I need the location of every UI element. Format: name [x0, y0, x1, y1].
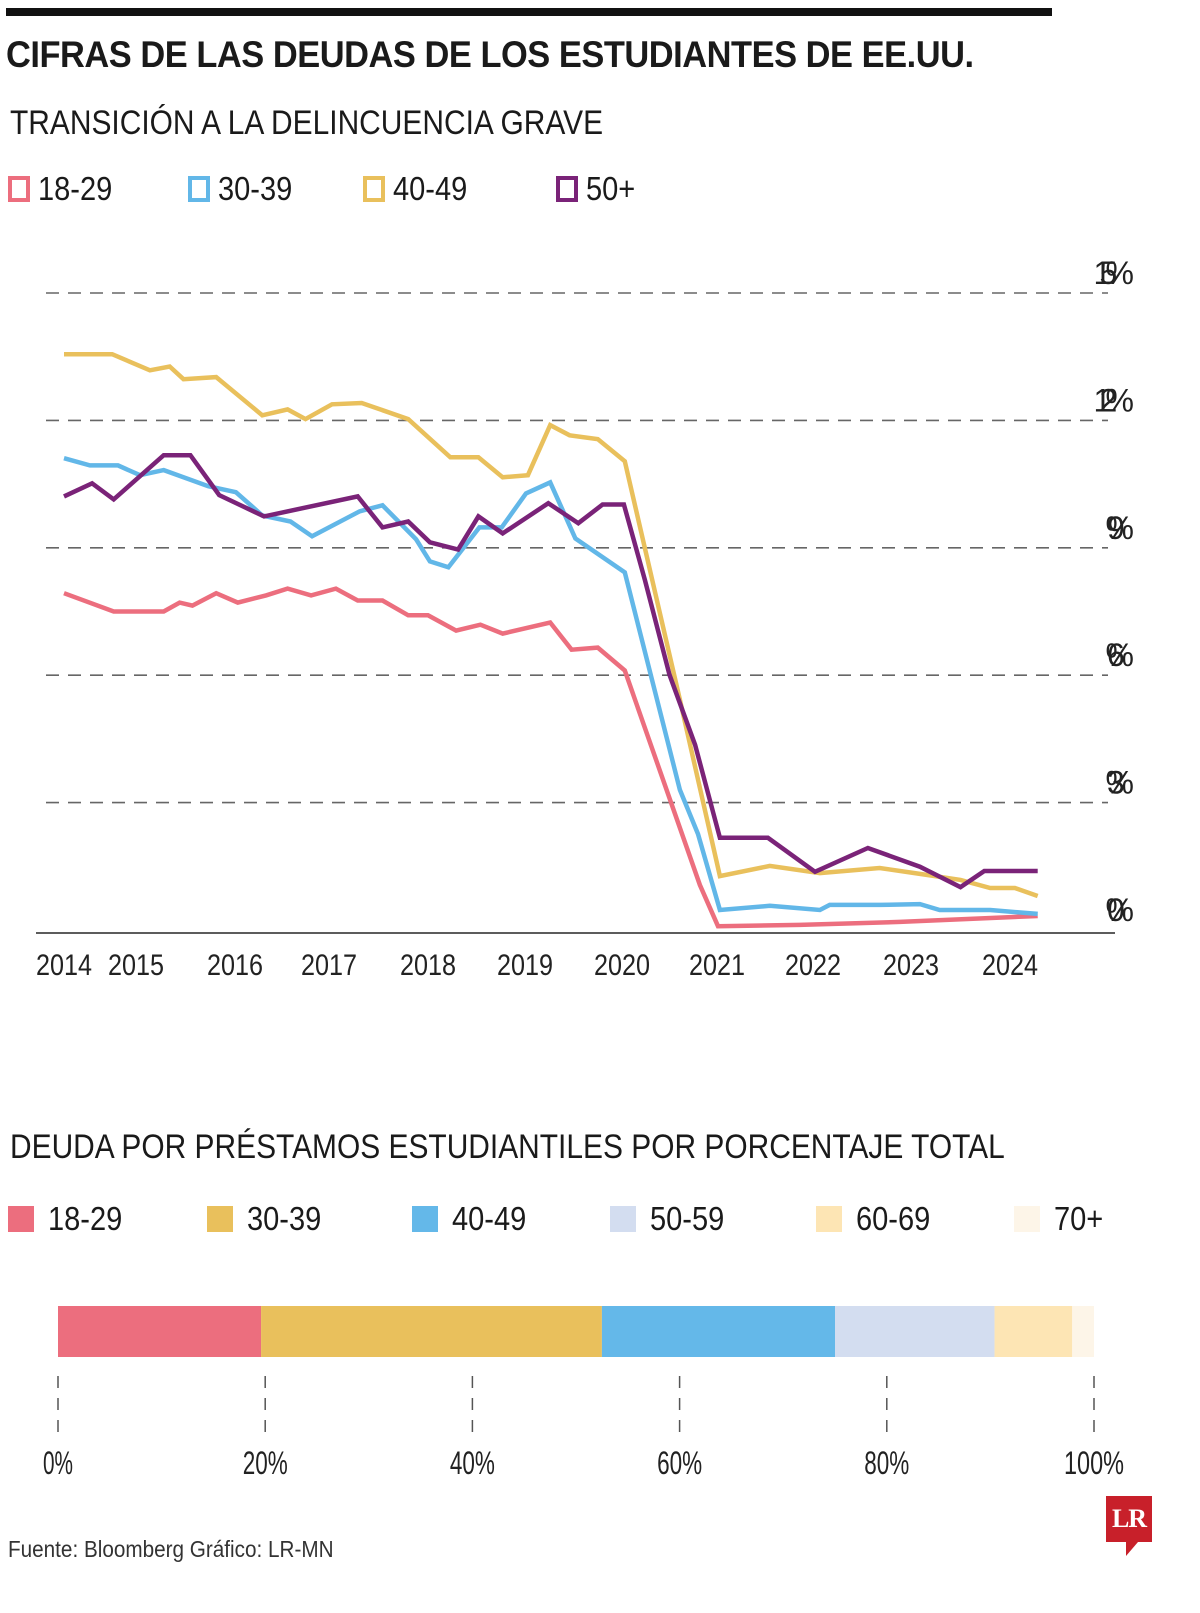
x-tick-label: 100%: [1064, 1445, 1124, 1481]
series-line-50-plus: [63, 452, 1038, 890]
x-tick-label: 20%: [243, 1445, 288, 1481]
x-tick-label: 2020: [594, 949, 650, 982]
legend-label: 70+: [1054, 1200, 1104, 1237]
legend-item-60-69: 60-69: [816, 1200, 940, 1238]
x-tick-label: 2016: [207, 949, 263, 982]
x-tick-label: 2022: [785, 949, 841, 982]
y-tick-label: 0%: [1106, 892, 1134, 928]
legend-label: 18-29: [48, 1200, 123, 1237]
source-credit: Fuente: Bloomberg Gráfico: LR-MN: [8, 1536, 334, 1562]
bar-segment-70-plus: [1072, 1306, 1094, 1357]
legend-item-40-49: 40-49: [412, 1200, 536, 1238]
x-tick-label: 2017: [301, 949, 357, 982]
legend-item-30-39: 30-39: [207, 1200, 331, 1238]
legend-label: 30-39: [247, 1200, 322, 1237]
legend-item-50-plus: 50+: [556, 170, 642, 208]
bar-segment-40-49: [601, 1306, 835, 1357]
x-tick-label: 0%: [43, 1445, 73, 1481]
legend-swatch-icon: [412, 1206, 438, 1232]
y-tick-label: 3%: [1106, 765, 1134, 801]
legend-swatch-icon: [610, 1206, 636, 1232]
x-tick-label: 2024: [982, 949, 1038, 982]
legend-swatch-icon: [363, 176, 385, 202]
x-tick-label: 2018: [400, 949, 456, 982]
x-tick-label: 40%: [450, 1445, 495, 1481]
legend-label: 50-59: [650, 1200, 725, 1237]
legend-item-40-49: 40-49: [363, 170, 477, 208]
bar-segment-30-39: [261, 1306, 602, 1357]
legend-item-50-59: 50-59: [610, 1200, 734, 1238]
legend-label: 40-49: [452, 1200, 527, 1237]
legend-label: 50+: [586, 170, 636, 207]
bar-chart-legend: 18-29 30-39 40-49 50-59 60-69 70+: [8, 1200, 1188, 1240]
legend-swatch-icon: [1014, 1206, 1040, 1232]
legend-item-30-39: 30-39: [188, 170, 302, 208]
page-title: CIFRAS DE LAS DEUDAS DE LOS ESTUDIANTES …: [6, 34, 974, 75]
lr-logo-icon: LR: [1106, 1496, 1152, 1542]
legend-item-18-29: 18-29: [8, 170, 122, 208]
x-tick-label: 60%: [657, 1445, 702, 1481]
y-tick-label: 15%: [1094, 255, 1135, 291]
x-tick-label: 80%: [864, 1445, 909, 1481]
x-tick-label: 2014: [36, 949, 92, 982]
stacked-bar-chart: 0% 20% 40% 60% 80% 100%: [43, 1306, 1124, 1481]
series-line-18-29: [63, 586, 1038, 929]
lr-logo-tail-icon: [1126, 1542, 1138, 1556]
top-rule: [6, 8, 1052, 16]
x-tick-label: 2023: [883, 949, 939, 982]
legend-label: 30-39: [218, 170, 293, 207]
legend-label: 40-49: [393, 170, 468, 207]
legend-swatch-icon: [8, 1206, 34, 1232]
x-tick-label: 2015: [108, 949, 164, 982]
legend-item-70-plus: 70+: [1014, 1200, 1110, 1238]
bar-segment-18-29: [58, 1306, 262, 1357]
series-line-40-49: [64, 351, 1039, 899]
legend-swatch-icon: [188, 176, 210, 202]
legend-label: 60-69: [856, 1200, 931, 1237]
legend-swatch-icon: [556, 176, 578, 202]
x-tick-label: 2019: [497, 949, 553, 982]
x-tick-label: 2021: [689, 949, 745, 982]
legend-swatch-icon: [8, 176, 30, 202]
y-tick-label: 9%: [1106, 510, 1134, 546]
legend-swatch-icon: [816, 1206, 842, 1232]
bar-segment-50-59: [835, 1306, 995, 1357]
legend-swatch-icon: [207, 1206, 233, 1232]
y-tick-label: 6%: [1106, 637, 1134, 673]
series-line-30-39: [63, 456, 1038, 917]
legend-item-18-29: 18-29: [8, 1200, 132, 1238]
bar-chart-title: DEUDA POR PRÉSTAMOS ESTUDIANTILES POR PO…: [10, 1128, 1005, 1166]
legend-label: 18-29: [38, 170, 113, 207]
y-tick-label: 12%: [1094, 382, 1135, 418]
line-chart: 0% 3% 6% 9% 12% 15% 2014 2015 2016 2017 2018 2019 20…: [36, 255, 1135, 982]
line-chart-title: TRANSICIÓN A LA DELINCUENCIA GRAVE: [10, 104, 604, 142]
bar-segment-60-69: [994, 1306, 1073, 1357]
